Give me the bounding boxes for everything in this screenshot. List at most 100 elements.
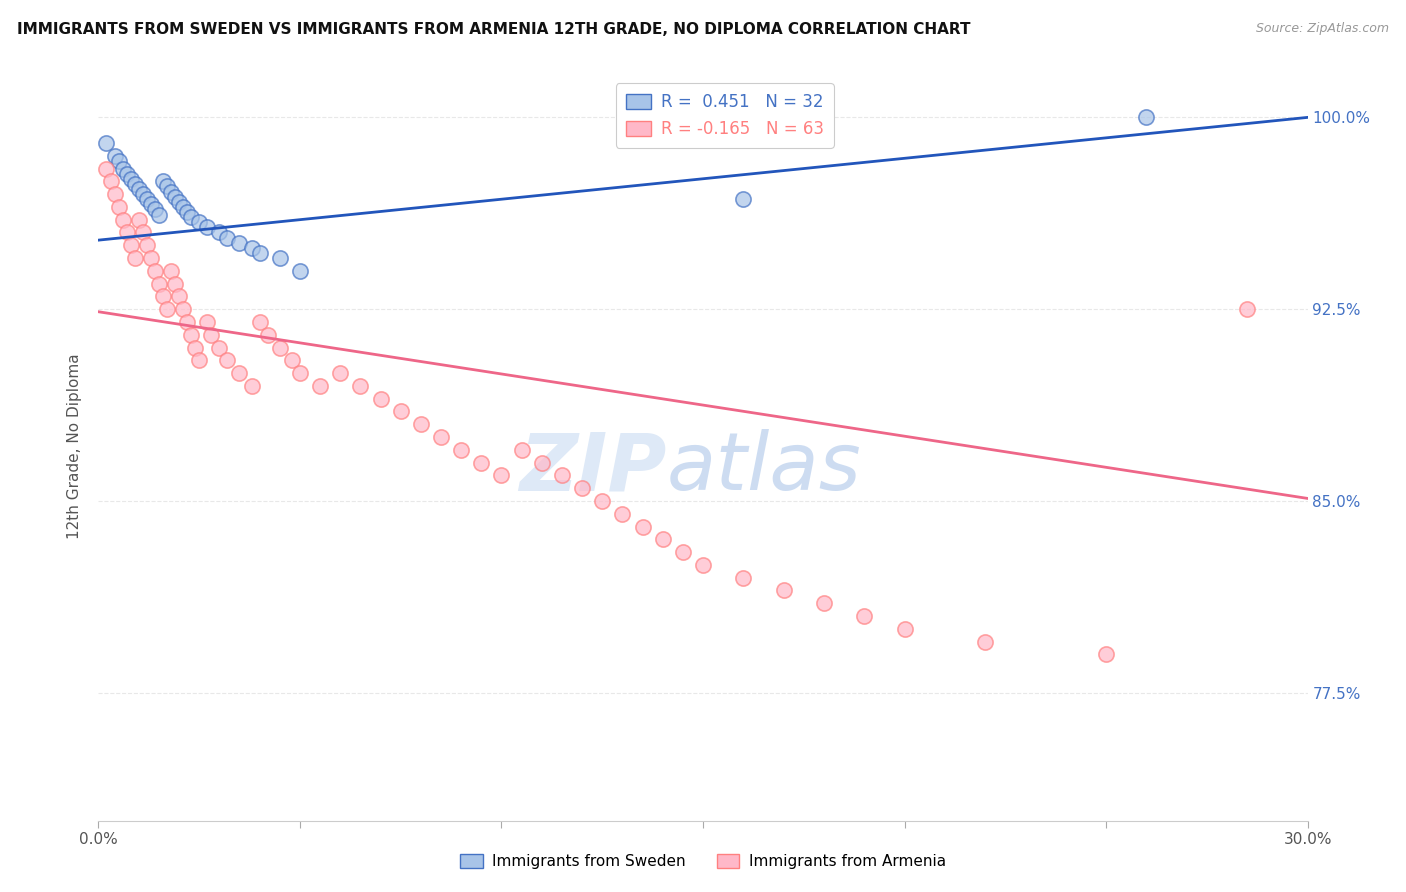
- Point: [128, 212, 150, 227]
- Point: [163, 277, 186, 291]
- Point: [124, 177, 146, 191]
- Point: [180, 210, 202, 224]
- Point: [612, 507, 634, 521]
- Point: [120, 238, 142, 252]
- Point: [115, 167, 138, 181]
- Point: [124, 251, 146, 265]
- Point: [510, 442, 533, 457]
- Point: [184, 341, 207, 355]
- Point: [148, 208, 170, 222]
- Point: [591, 494, 613, 508]
- Point: [163, 189, 186, 203]
- Point: [156, 179, 179, 194]
- Point: [853, 609, 876, 624]
- Text: ZIP: ZIP: [519, 429, 666, 508]
- Point: [249, 315, 271, 329]
- Point: [195, 315, 218, 329]
- Point: [470, 456, 492, 470]
- Point: [733, 192, 755, 206]
- Point: [103, 187, 125, 202]
- Text: Source: ZipAtlas.com: Source: ZipAtlas.com: [1256, 22, 1389, 36]
- Point: [115, 226, 138, 240]
- Point: [217, 230, 239, 244]
- Point: [176, 205, 198, 219]
- Point: [240, 241, 263, 255]
- Point: [974, 634, 997, 648]
- Point: [551, 468, 574, 483]
- Point: [249, 246, 271, 260]
- Point: [288, 366, 311, 380]
- Point: [96, 136, 118, 150]
- Point: [217, 353, 239, 368]
- Point: [389, 404, 412, 418]
- Point: [409, 417, 432, 432]
- Point: [167, 289, 190, 303]
- Point: [228, 366, 250, 380]
- Point: [152, 174, 174, 188]
- Point: [288, 264, 311, 278]
- Point: [111, 212, 134, 227]
- Legend: R =  0.451   N = 32, R = -0.165   N = 63: R = 0.451 N = 32, R = -0.165 N = 63: [616, 84, 834, 148]
- Point: [256, 327, 278, 342]
- Point: [135, 238, 157, 252]
- Point: [228, 235, 250, 250]
- Point: [269, 341, 291, 355]
- Point: [813, 596, 835, 610]
- Point: [208, 226, 231, 240]
- Text: atlas: atlas: [666, 429, 862, 508]
- Point: [167, 194, 190, 209]
- Point: [195, 220, 218, 235]
- Point: [148, 277, 170, 291]
- Point: [571, 481, 593, 495]
- Point: [1135, 111, 1157, 125]
- Point: [188, 215, 211, 229]
- Point: [128, 182, 150, 196]
- Point: [180, 327, 202, 342]
- Point: [139, 251, 162, 265]
- Point: [107, 200, 129, 214]
- Point: [349, 379, 371, 393]
- Point: [631, 519, 654, 533]
- Point: [491, 468, 513, 483]
- Point: [172, 200, 194, 214]
- Point: [160, 264, 183, 278]
- Point: [96, 161, 118, 176]
- Point: [100, 174, 122, 188]
- Point: [692, 558, 714, 572]
- Legend: Immigrants from Sweden, Immigrants from Armenia: Immigrants from Sweden, Immigrants from …: [454, 848, 952, 875]
- Point: [143, 202, 166, 217]
- Point: [107, 153, 129, 168]
- Point: [733, 571, 755, 585]
- Point: [156, 302, 179, 317]
- Point: [240, 379, 263, 393]
- Point: [103, 149, 125, 163]
- Point: [200, 327, 222, 342]
- Y-axis label: 12th Grade, No Diploma: 12th Grade, No Diploma: [67, 353, 83, 539]
- Point: [530, 456, 553, 470]
- Point: [176, 315, 198, 329]
- Point: [1236, 302, 1258, 317]
- Point: [370, 392, 392, 406]
- Point: [143, 264, 166, 278]
- Point: [1095, 648, 1118, 662]
- Point: [152, 289, 174, 303]
- Point: [651, 533, 673, 547]
- Point: [281, 353, 304, 368]
- Point: [132, 226, 155, 240]
- Point: [132, 187, 155, 202]
- Point: [672, 545, 695, 559]
- Point: [430, 430, 453, 444]
- Point: [450, 442, 472, 457]
- Point: [269, 251, 291, 265]
- Point: [772, 583, 794, 598]
- Point: [120, 171, 142, 186]
- Point: [208, 341, 231, 355]
- Point: [329, 366, 352, 380]
- Point: [111, 161, 134, 176]
- Point: [172, 302, 194, 317]
- Point: [188, 353, 211, 368]
- Point: [139, 197, 162, 211]
- Text: IMMIGRANTS FROM SWEDEN VS IMMIGRANTS FROM ARMENIA 12TH GRADE, NO DIPLOMA CORRELA: IMMIGRANTS FROM SWEDEN VS IMMIGRANTS FRO…: [17, 22, 970, 37]
- Point: [893, 622, 915, 636]
- Point: [309, 379, 332, 393]
